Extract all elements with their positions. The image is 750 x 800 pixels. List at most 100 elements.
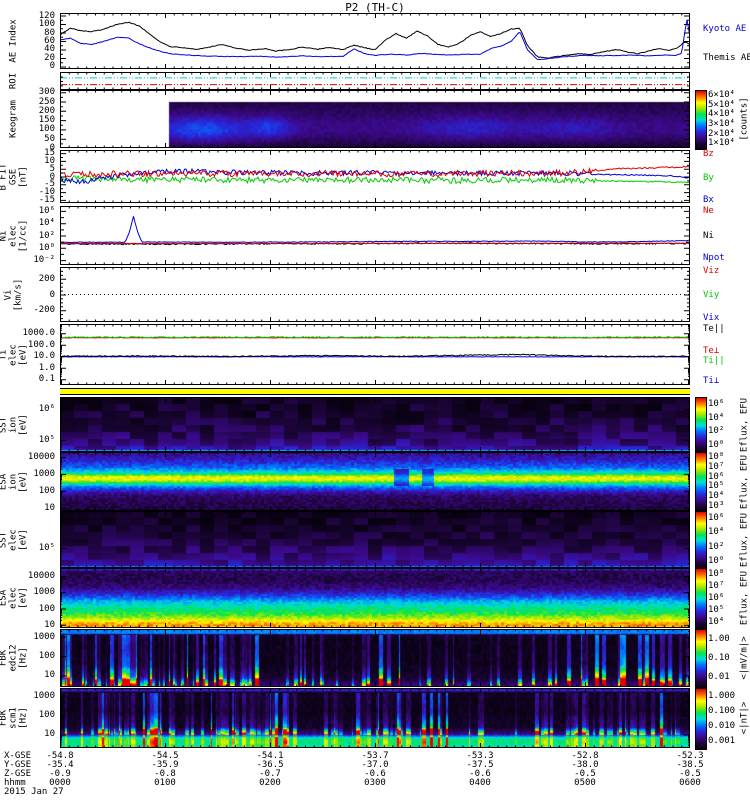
lineplot-vi — [60, 267, 690, 322]
colorbar-tick-label-keogram: 4×10⁴ — [708, 109, 736, 120]
y-tick-label-keogram: 0 — [49, 143, 55, 153]
bottom-axis-value: -35.9 — [151, 760, 179, 770]
axis-ticks-ti — [60, 324, 690, 385]
series-bfit-0 — [60, 174, 690, 185]
y-tick-label-vi: 200 — [38, 273, 55, 284]
bottom-axis-value: -0.5 — [679, 769, 701, 779]
colorbar-tick-label-keogram: 1×10⁴ — [708, 138, 736, 149]
colorbar-tick-label-sst_ion: 10² — [708, 426, 725, 437]
panel-ylabel-fbk_scm: [Hz] — [18, 707, 29, 729]
panel-border-sst_elec — [60, 511, 690, 568]
bottom-axis-value: -38.5 — [676, 760, 704, 770]
panel-ylabel-vi: Vi — [3, 289, 14, 300]
panel-border-keogram — [60, 90, 690, 148]
panel-border-fbk_edc — [60, 629, 690, 687]
y-tick-label-bfit: 5 — [49, 163, 55, 174]
y-tick-label-keogram: 100 — [38, 124, 55, 135]
y-tick-label-esa_ion: 10 — [44, 502, 55, 513]
axis-ticks-ni — [60, 206, 690, 265]
y-tick-label-ti: 1000.0 — [22, 328, 55, 339]
colorbar-tick-label-sst_elec: 10⁰ — [708, 555, 725, 566]
axis-ticks-fbk_scm — [60, 688, 690, 748]
bottom-axis-value: 0000 — [49, 778, 71, 788]
panel-ylabel-esa_ion: [eV] — [18, 470, 29, 493]
panel-ylabel-sst_ion: SST — [0, 416, 9, 433]
bottom-axis-value: -0.8 — [154, 769, 176, 779]
axis-ticks-sst_ion — [60, 397, 690, 452]
y-tick-label-ae: 60 — [44, 36, 55, 46]
panel-border-bfit — [60, 150, 690, 203]
colorbar-keogram — [695, 90, 707, 150]
colorbar-unit-fbk_edc: <|mV/m|> — [739, 636, 750, 680]
colorbar-tick-label-esa_ion: 10⁴ — [708, 491, 725, 502]
panel-ylabel-esa_ion: ion — [8, 473, 19, 490]
y-tick-label-ti: 100.0 — [27, 339, 55, 350]
series-label-ni: Npot — [703, 252, 725, 263]
axes-overlay-sst_ion — [60, 397, 690, 452]
bottom-axis-value: -38.0 — [571, 760, 599, 770]
y-tick-label-fbk_scm: 10 — [44, 729, 55, 740]
colorbar-unit-keogram: [counts] — [739, 97, 750, 141]
colorbar-tick-label-keogram: 2×10⁴ — [708, 128, 736, 139]
series-label-vi: Viz — [703, 266, 720, 277]
panel-border-fbk_scm — [60, 688, 690, 748]
y-tick-label-fbk_edc: 1000 — [33, 631, 55, 642]
lineplot-ti — [60, 324, 690, 385]
bottom-axis-value: 0300 — [364, 778, 386, 788]
panel-ylabel-sst_elec: [eV] — [18, 528, 29, 551]
y-tick-label-ae: 120 — [38, 10, 55, 21]
series-label-ae: Themis AE — [703, 52, 750, 63]
spectrogram-sst_ion — [60, 397, 690, 452]
y-tick-label-ae: 80 — [44, 27, 55, 38]
y-tick-label-esa_ion: 10000 — [27, 452, 55, 463]
y-tick-label-bfit: -15 — [38, 194, 55, 205]
colorbar-tick-label-sst_ion: 10⁶ — [708, 398, 725, 409]
colorbar-esa_ion — [695, 452, 707, 513]
y-tick-label-sst_ion: 10⁶ — [38, 404, 55, 415]
y-tick-label-fbk_scm: 100 — [38, 710, 55, 721]
y-tick-label-keogram: 150 — [38, 115, 55, 126]
panel-ylabel-esa_elec: ESA — [0, 589, 9, 607]
panel-ylabel-ti: [eV] — [18, 343, 29, 366]
axis-ticks-esa_elec — [60, 568, 690, 628]
colorbar-tick-label-esa_ion: 10⁸ — [708, 451, 725, 462]
panel-border-ti — [60, 324, 690, 385]
y-tick-label-bfit: 0 — [49, 171, 55, 182]
axis-ticks-vi — [60, 267, 690, 322]
colorbar-tick-label-esa_ion: 10⁶ — [708, 471, 725, 482]
series-label-bfit: Bz — [703, 149, 714, 160]
bottom-axis-value: -0.9 — [49, 769, 71, 779]
series-ti-1 — [60, 336, 690, 339]
colorbar-tick-label-esa_elec: 10⁶ — [708, 593, 725, 603]
panel-ylabel-ae: AE Index — [8, 19, 19, 63]
panel-ylabel-esa_elec: [eV] — [18, 587, 29, 609]
lineplot-ni — [60, 206, 690, 265]
y-tick-label-bfit: 10 — [44, 155, 55, 166]
colorbar-tick-label-fbk_scm: 0.010 — [708, 720, 736, 731]
roi-highlight-bar — [60, 388, 690, 395]
y-tick-label-esa_elec: 10 — [44, 619, 55, 630]
bottom-axis-value: 0400 — [469, 778, 491, 788]
colorbar-tick-label-esa_ion: 10³ — [708, 501, 725, 512]
y-tick-label-esa_elec: 10000 — [27, 571, 55, 582]
axis-ticks-fbk_edc — [60, 629, 690, 687]
bottom-axis-value: -54.8 — [46, 751, 74, 761]
bottom-axis-value: -53.3 — [466, 751, 494, 761]
colorbar-unit-fbk_scm: <|nT|> — [739, 701, 750, 735]
colorbar-tick-label-sst_ion: 10⁴ — [708, 412, 725, 423]
panel-ylabel-fbk_edc: FBK — [0, 649, 9, 667]
series-ti-3 — [60, 353, 690, 358]
y-tick-label-esa_ion: 1000 — [33, 468, 55, 479]
colorbar-unit-esa_ion: Eflux, EFU — [739, 454, 750, 509]
series-label-vi: Vix — [703, 312, 720, 323]
colorbar-tick-label-esa_elec: 10⁴ — [708, 617, 725, 627]
panel-ylabel-bfit: GSE — [8, 168, 19, 185]
bottom-row-label: X-GSE — [4, 751, 32, 761]
colorbar-tick-label-sst_elec: 10⁴ — [708, 527, 725, 538]
bottom-axis-value: -0.5 — [574, 769, 596, 779]
panel-ylabel-roi: ROI — [8, 72, 19, 90]
bottom-axis-value: -52.3 — [676, 751, 704, 761]
bottom-row-label: hhmm — [4, 778, 26, 788]
colorbar-tick-label-esa_elec: 10⁸ — [708, 569, 725, 579]
